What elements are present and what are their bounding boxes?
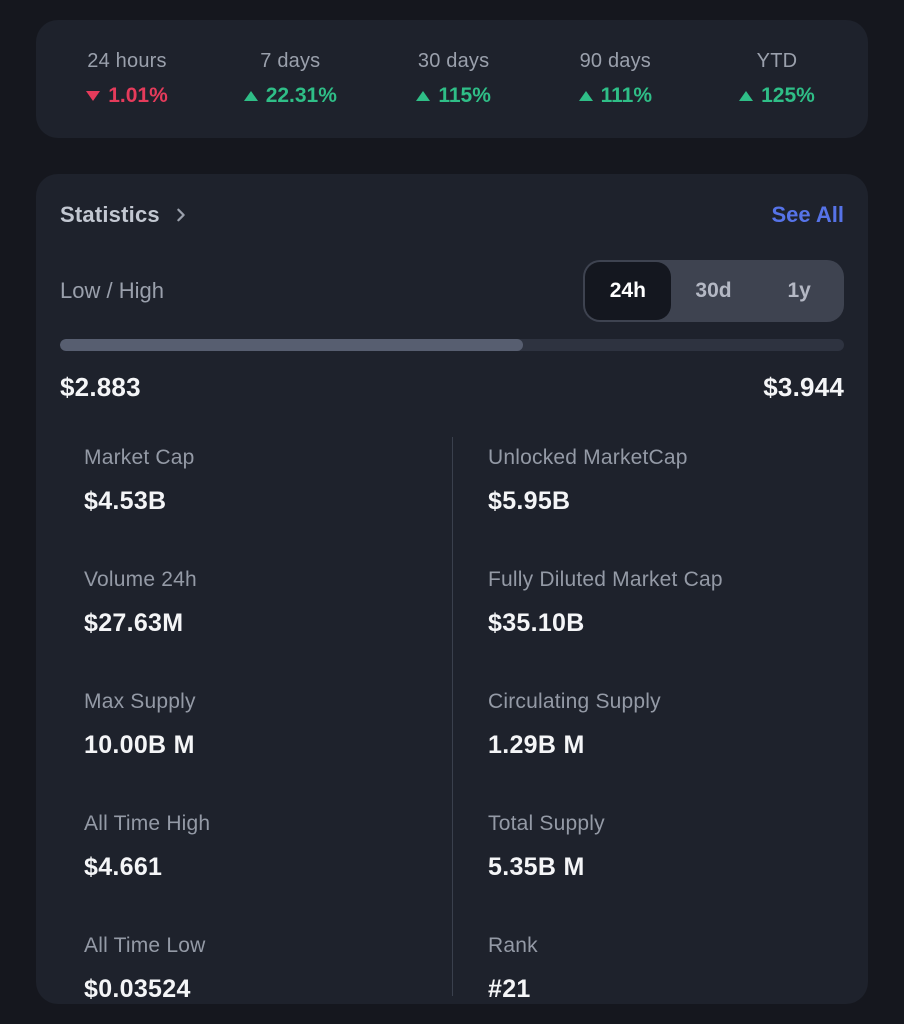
perf-change-text: 125% — [761, 84, 815, 107]
stat-value: 5.35B M — [488, 853, 585, 881]
perf-item-90-days: 90 days 111% — [570, 50, 660, 108]
stat-unlocked-marketcap: Unlocked MarketCap $5.95B — [452, 435, 844, 557]
range-tab-30d[interactable]: 30d — [671, 262, 757, 320]
stat-label: Market Cap — [84, 446, 195, 469]
stat-label: Rank — [488, 934, 538, 957]
stat-label: Unlocked MarketCap — [488, 446, 688, 469]
stat-value: $0.03524 — [84, 975, 191, 1003]
range-toggle: 24h 30d 1y — [583, 260, 844, 322]
perf-period-label: 90 days — [579, 50, 652, 72]
statistics-card: Statistics See All Low / High 24h 30d 1y… — [36, 174, 868, 1004]
see-all-link[interactable]: See All — [771, 202, 844, 227]
stat-all-time-low: All Time Low $0.03524 — [60, 923, 452, 1004]
stat-label: Fully Diluted Market Cap — [488, 568, 723, 591]
triangle-up-icon — [243, 91, 258, 101]
low-high-row: Low / High 24h 30d 1y — [60, 260, 844, 322]
triangle-up-icon — [739, 91, 754, 101]
performance-card: 24 hours 1.01% 7 days 22.31% 30 days 115… — [36, 20, 868, 138]
stat-total-supply: Total Supply 5.35B M — [452, 801, 844, 923]
high-price: $3.944 — [763, 372, 844, 402]
stat-value: #21 — [488, 975, 531, 1003]
triangle-up-icon — [416, 91, 431, 101]
statistics-header: Statistics See All — [60, 202, 844, 228]
stat-volume-24h: Volume 24h $27.63M — [60, 557, 452, 679]
perf-change: 115% — [416, 84, 491, 108]
stat-value: 10.00B M — [84, 731, 195, 759]
stat-value: $27.63M — [84, 609, 184, 637]
stat-value: $4.661 — [84, 853, 163, 881]
stat-label: All Time Low — [84, 934, 206, 957]
chevron-right-icon — [177, 208, 185, 222]
perf-change: 22.31% — [243, 84, 337, 108]
stat-label: Max Supply — [84, 690, 196, 713]
stat-fully-diluted-market-cap: Fully Diluted Market Cap $35.10B — [452, 557, 844, 679]
stat-rank: Rank #21 — [452, 923, 844, 1004]
stat-value: 1.29B M — [488, 731, 585, 759]
stat-label: Volume 24h — [84, 568, 197, 591]
stat-max-supply: Max Supply 10.00B M — [60, 679, 452, 801]
perf-change-text: 115% — [438, 84, 491, 107]
vertical-divider — [452, 437, 453, 996]
perf-change: 125% — [739, 84, 815, 108]
perf-change: 111% — [578, 84, 652, 108]
low-high-values: $2.883 $3.944 — [60, 372, 844, 403]
stats-grid: Market Cap $4.53B Unlocked MarketCap $5.… — [60, 435, 844, 1004]
stat-circulating-supply: Circulating Supply 1.29B M — [452, 679, 844, 801]
perf-period-label: 24 hours — [87, 50, 167, 72]
perf-period-label: YTD — [756, 50, 798, 72]
low-high-label: Low / High — [60, 278, 164, 303]
stat-label: All Time High — [84, 812, 211, 835]
statistics-title: Statistics — [60, 202, 160, 227]
stat-label: Circulating Supply — [488, 690, 661, 713]
stat-market-cap: Market Cap $4.53B — [60, 435, 452, 557]
triangle-up-icon — [578, 91, 593, 101]
perf-change-text: 111% — [600, 84, 652, 107]
range-tab-24h[interactable]: 24h — [585, 262, 671, 320]
perf-item-ytd: YTD 125% — [732, 50, 822, 108]
stat-all-time-high: All Time High $4.661 — [60, 801, 452, 923]
statistics-title-link[interactable]: Statistics — [60, 202, 188, 228]
perf-period-label: 30 days — [417, 50, 490, 72]
range-tab-1y[interactable]: 1y — [756, 262, 842, 320]
perf-change: 1.01% — [86, 84, 168, 108]
stat-value: $35.10B — [488, 609, 585, 637]
stat-label: Total Supply — [488, 812, 605, 835]
perf-item-24-hours: 24 hours 1.01% — [82, 50, 172, 108]
triangle-down-icon — [86, 91, 101, 101]
perf-change-text: 1.01% — [108, 84, 168, 107]
low-price: $2.883 — [60, 372, 141, 402]
low-high-progress-bar — [60, 339, 844, 351]
perf-item-7-days: 7 days 22.31% — [243, 50, 337, 108]
perf-item-30-days: 30 days 115% — [409, 50, 499, 108]
low-high-progress-fill — [60, 339, 523, 351]
perf-period-label: 7 days — [260, 50, 321, 72]
stat-value: $5.95B — [488, 487, 571, 515]
perf-change-text: 22.31% — [265, 84, 337, 107]
stat-value: $4.53B — [84, 487, 167, 515]
